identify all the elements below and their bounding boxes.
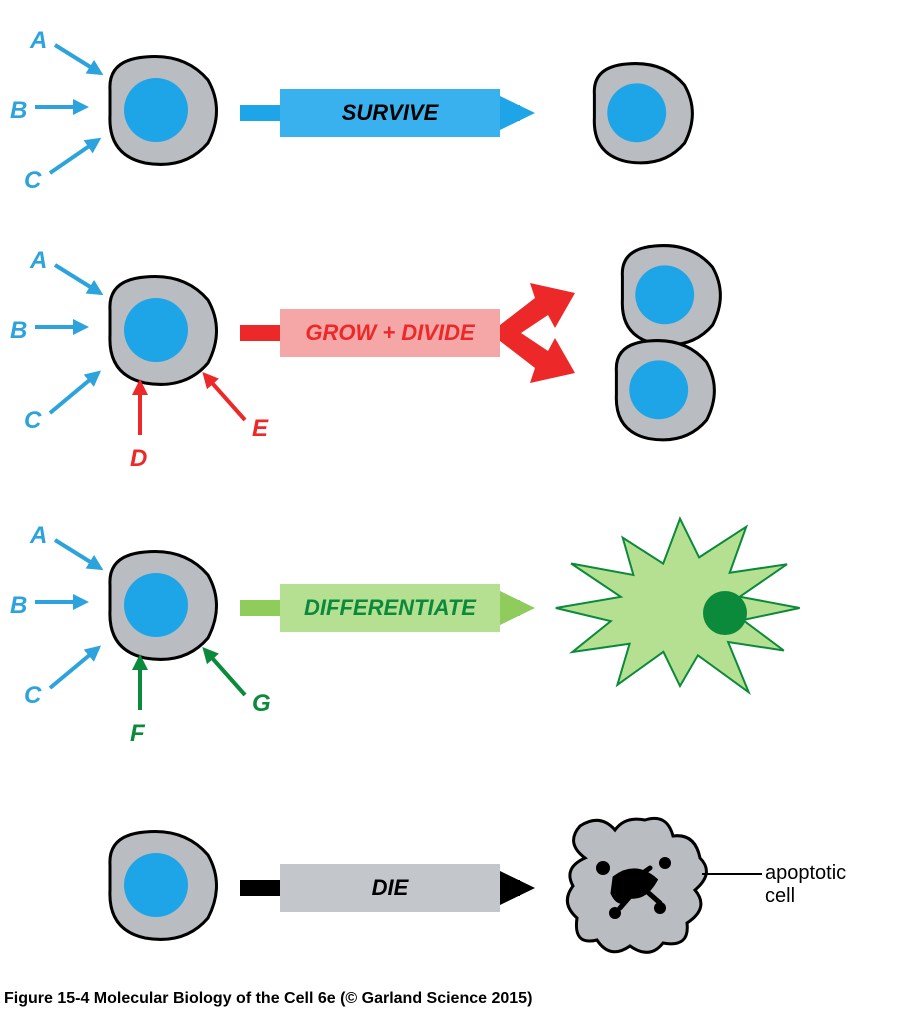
signal-arrow <box>23 590 97 614</box>
process-label-grow-divide: GROW + DIVIDE <box>280 309 500 357</box>
signal-arrow <box>128 371 152 447</box>
signal-arrow <box>128 646 152 722</box>
leader-line <box>702 873 762 875</box>
apoptotic-cell <box>555 808 725 968</box>
signal-arrow <box>43 253 112 305</box>
panel-grow-divide: ABCDEGROW + DIVIDE <box>0 235 911 475</box>
cell-shape <box>576 53 705 173</box>
signal-label-f: F <box>130 720 145 748</box>
signal-arrow <box>193 363 257 432</box>
differentiated-cell <box>540 508 820 708</box>
signal-arrow <box>38 361 110 425</box>
panel-differentiate: ABCFGDIFFERENTIATE <box>0 510 911 750</box>
process-label-die: DIE <box>280 864 500 912</box>
figure-caption: Figure 15-4 Molecular Biology of the Cel… <box>4 990 532 1008</box>
apoptotic-cell-label: apoptoticcell <box>765 862 905 908</box>
signal-arrow <box>38 636 110 700</box>
panel-survive: ABCSURVIVE <box>0 15 911 255</box>
process-label-survive: SURVIVE <box>280 89 500 137</box>
signal-label-d: D <box>130 445 147 473</box>
signal-arrow <box>23 95 97 119</box>
process-label-differentiate: DIFFERENTIATE <box>280 584 500 632</box>
signal-arrow <box>38 128 110 185</box>
signal-arrow <box>193 638 257 707</box>
cell-shape <box>598 330 727 450</box>
signal-arrow <box>43 528 112 580</box>
signal-arrow <box>23 315 97 339</box>
cell-shape <box>90 820 230 950</box>
process-arrow-head <box>500 88 550 138</box>
process-arrow-head <box>500 863 550 913</box>
signal-arrow <box>43 33 112 85</box>
